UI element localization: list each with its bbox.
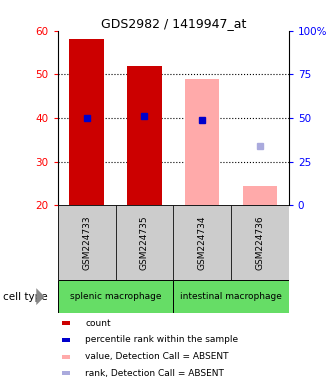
Text: GSM224733: GSM224733 — [82, 215, 91, 270]
Bar — [62, 371, 70, 376]
Bar — [185, 79, 219, 205]
Bar — [231, 205, 289, 280]
Bar — [115, 205, 173, 280]
Bar — [127, 66, 162, 205]
Text: GSM224735: GSM224735 — [140, 215, 149, 270]
Bar — [173, 205, 231, 280]
Text: count: count — [85, 319, 111, 328]
Text: GSM224734: GSM224734 — [198, 216, 207, 270]
Bar — [69, 40, 104, 205]
Bar — [243, 186, 277, 205]
Text: cell type: cell type — [3, 291, 48, 302]
Text: GSM224736: GSM224736 — [255, 215, 264, 270]
Bar — [58, 280, 173, 313]
Text: splenic macrophage: splenic macrophage — [70, 292, 161, 301]
Bar — [62, 321, 70, 325]
Bar — [58, 205, 115, 280]
Text: percentile rank within the sample: percentile rank within the sample — [85, 335, 239, 344]
Bar — [62, 338, 70, 342]
Bar — [62, 355, 70, 359]
Title: GDS2982 / 1419947_at: GDS2982 / 1419947_at — [101, 17, 246, 30]
Text: rank, Detection Call = ABSENT: rank, Detection Call = ABSENT — [85, 369, 224, 378]
Text: value, Detection Call = ABSENT: value, Detection Call = ABSENT — [85, 352, 229, 361]
Text: intestinal macrophage: intestinal macrophage — [180, 292, 282, 301]
Bar — [173, 280, 289, 313]
